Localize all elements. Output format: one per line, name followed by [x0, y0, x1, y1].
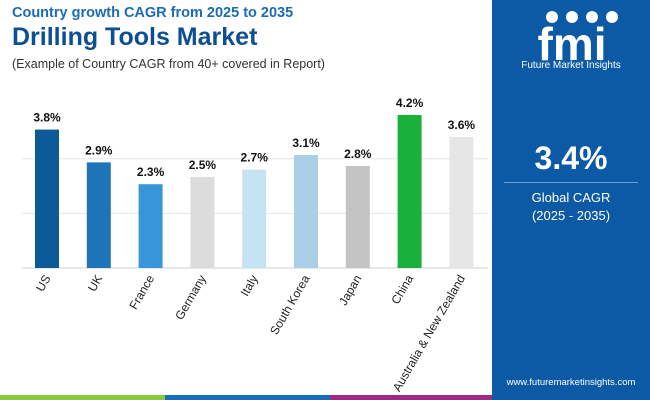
bar-0: [35, 129, 59, 268]
bottom-strip-blue: [165, 395, 330, 400]
sidebar-panel: fmi Future Market Insights 3.4% Global C…: [492, 0, 650, 400]
bar-4: [242, 169, 267, 268]
bar-5: [294, 155, 318, 268]
logo-text: Future Market Insights: [521, 60, 621, 71]
x-tick-label-2: France: [126, 272, 157, 312]
cagr-divider: [504, 182, 638, 183]
x-tick-label-1: UK: [85, 273, 105, 294]
data-label-7: 4.2%: [396, 96, 424, 110]
logo-letters: fmi: [538, 18, 607, 70]
chart-header: Country growth CAGR from 2025 to 2035 Dr…: [12, 4, 325, 72]
global-cagr-label: Global CAGR: [531, 190, 611, 205]
bottom-strip-green: [0, 395, 165, 400]
x-tick-label-6: Japan: [336, 273, 364, 308]
bottom-strip-purple: [330, 395, 492, 400]
data-label-5: 3.1%: [292, 136, 320, 150]
bar-2: [138, 184, 163, 268]
bar-chart: 3.8% US 2.9% UK 2.3% France 2.5% Germany 2.7% Ita…: [22, 96, 488, 394]
x-tick-label-7: China: [388, 272, 416, 306]
chart-subtitle: Country growth CAGR from 2025 to 2035: [12, 5, 294, 21]
bar-1: [86, 162, 111, 268]
website-link[interactable]: www.futuremarketinsights.com: [506, 377, 636, 388]
data-label-0: 3.8%: [33, 111, 61, 125]
global-cagr-value: 3.4%: [534, 140, 608, 176]
x-tick-label-5: South Korea: [267, 272, 313, 337]
bar-8: [449, 136, 474, 268]
x-tick-label-0: US: [33, 273, 53, 294]
bar-6: [345, 166, 370, 268]
data-label-4: 2.7%: [241, 151, 269, 165]
fmi-logo: fmi: [538, 11, 618, 70]
data-label-1: 2.9%: [85, 143, 113, 157]
data-label-2: 2.3%: [137, 165, 165, 179]
chart-title: Drilling Tools Market: [12, 23, 258, 51]
data-label-6: 2.8%: [344, 147, 372, 161]
x-tick-label-3: Germany: [172, 273, 209, 323]
global-cagr-period: (2025 - 2035): [531, 208, 611, 223]
bar-3: [190, 176, 215, 268]
bar-7: [397, 115, 422, 268]
chart-note: (Example of Country CAGR from 40+ covere…: [12, 57, 325, 71]
data-label-8: 3.6%: [448, 118, 476, 132]
data-label-3: 2.5%: [189, 158, 217, 172]
x-tick-label-4: Italy: [238, 273, 261, 299]
